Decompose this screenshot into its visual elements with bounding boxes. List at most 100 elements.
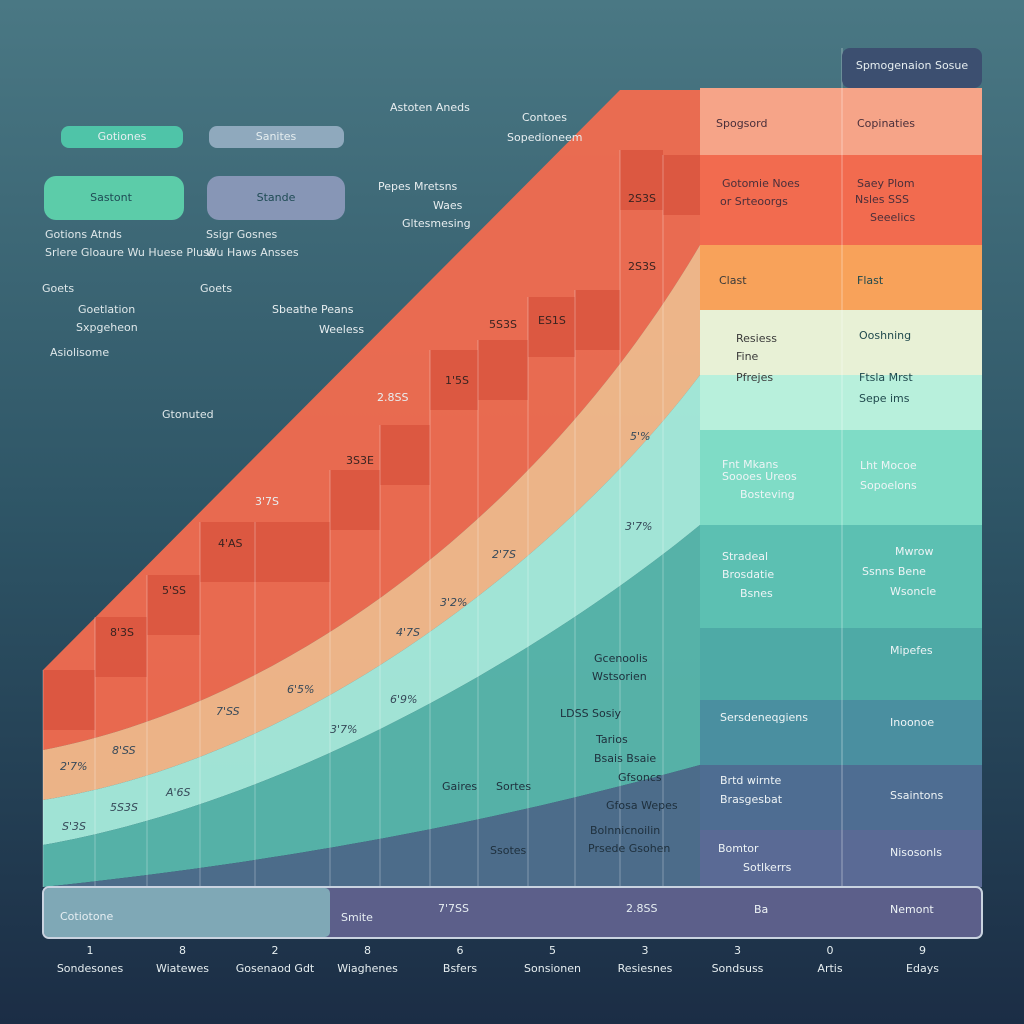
axis-label: Bsfers bbox=[443, 962, 477, 975]
axis-number: 2 bbox=[272, 944, 279, 957]
panel-row bbox=[700, 310, 982, 375]
band-label: 2'7S bbox=[492, 548, 516, 561]
panel-text: Bomtor bbox=[718, 842, 759, 855]
panel-text: Flast bbox=[857, 274, 884, 287]
band-label: 3'7% bbox=[330, 723, 357, 736]
pill[interactable] bbox=[61, 126, 183, 148]
pill-label: Sanites bbox=[256, 130, 297, 143]
note: Bolnnicnoilin bbox=[590, 824, 660, 837]
panel-text: Fnt Mkans bbox=[722, 458, 778, 471]
band bbox=[43, 245, 700, 800]
axis-number: 6 bbox=[457, 944, 464, 957]
band-label: 6'5% bbox=[287, 683, 314, 696]
note: Goetlation bbox=[78, 303, 135, 316]
axis-number: 8 bbox=[179, 944, 186, 957]
panel-text: Ooshning bbox=[859, 329, 911, 342]
annotation: Sopedioneem bbox=[507, 131, 582, 144]
axis-label: Edays bbox=[906, 962, 939, 975]
tag bbox=[842, 48, 982, 88]
note: Asiolisome bbox=[50, 346, 109, 359]
panel-row bbox=[700, 245, 982, 310]
panel-text: Ftsla Mrst bbox=[859, 371, 913, 384]
bottom-label: Smite bbox=[341, 911, 373, 924]
panel-row bbox=[700, 430, 982, 525]
step-label: 2S3S bbox=[628, 192, 656, 205]
annotation: Waes bbox=[433, 199, 463, 212]
bottom-label: Cotiotone bbox=[60, 910, 114, 923]
step-label: 8'3S bbox=[110, 626, 134, 639]
note: Srlere Gloaure Wu Huese Pluss bbox=[45, 246, 215, 259]
panel-text: Ssnns Bene bbox=[862, 565, 926, 578]
step bbox=[43, 670, 95, 730]
annotation: Sbeathe Peans bbox=[272, 303, 354, 316]
note: Prsede Gsohen bbox=[588, 842, 670, 855]
panel-row bbox=[700, 375, 982, 430]
band-label: 4'7S bbox=[396, 626, 420, 639]
panel-text: Clast bbox=[719, 274, 747, 287]
step bbox=[478, 340, 528, 400]
axis-number: 8 bbox=[364, 944, 371, 957]
bottom-label: 2.8SS bbox=[626, 902, 657, 915]
panel-text: Lht Mocoe bbox=[860, 459, 917, 472]
panel-text: Seeelics bbox=[870, 211, 915, 224]
axis-number: 3 bbox=[734, 944, 741, 957]
panel-text: Mwrow bbox=[895, 545, 934, 558]
panel-text: Soooes Ureos bbox=[722, 470, 797, 483]
note: Gfosa Wepes bbox=[606, 799, 678, 812]
annotation: Contoes bbox=[522, 111, 567, 124]
panel-text: Brasgesbat bbox=[720, 793, 783, 806]
axis-label: Sonsionen bbox=[524, 962, 581, 975]
button[interactable] bbox=[207, 176, 345, 220]
axis-label: Sondsuss bbox=[712, 962, 764, 975]
axis-number: 3 bbox=[642, 944, 649, 957]
pill[interactable] bbox=[209, 126, 344, 148]
band-label: 8'SS bbox=[112, 744, 136, 757]
panel-row bbox=[700, 830, 982, 887]
panel-row bbox=[700, 700, 982, 765]
annotation: Weeless bbox=[319, 323, 364, 336]
panel-text: Copinaties bbox=[857, 117, 915, 130]
band-label: 5'% bbox=[630, 430, 650, 443]
band-label: S'3S bbox=[62, 820, 86, 833]
panel-row bbox=[700, 88, 982, 155]
step-label: 5'SS bbox=[162, 584, 186, 597]
axis-label: Resiesnes bbox=[618, 962, 673, 975]
step bbox=[255, 522, 330, 582]
note: Bsais Bsaie bbox=[594, 752, 656, 765]
note: Tarios bbox=[595, 733, 628, 746]
band-label: A'6S bbox=[165, 786, 191, 799]
band-label: 2'7% bbox=[60, 760, 87, 773]
annotation: 2.8SS bbox=[377, 391, 408, 404]
button-label: Sastont bbox=[90, 191, 132, 204]
panel-text: Gotomie Noes bbox=[722, 177, 800, 190]
note: Gcenoolis bbox=[594, 652, 648, 665]
step bbox=[380, 425, 430, 485]
panel-text: Nemont bbox=[890, 903, 934, 916]
note: Wstsorien bbox=[592, 670, 647, 683]
panel-text: Resiess bbox=[736, 332, 777, 345]
panel-text: Sopoelons bbox=[860, 479, 917, 492]
band bbox=[43, 90, 700, 750]
axis-label: Wiatewes bbox=[156, 962, 209, 975]
panel-text: Saey Plom bbox=[857, 177, 915, 190]
panel-row bbox=[700, 155, 982, 245]
axis-number: 9 bbox=[919, 944, 926, 957]
axis-label: Artis bbox=[817, 962, 842, 975]
note: Gotions Atnds bbox=[45, 228, 122, 241]
band-label: 7'SS bbox=[216, 705, 240, 718]
panel-text: Ssaintons bbox=[890, 789, 943, 802]
button[interactable] bbox=[44, 176, 184, 220]
panel-text: Pfrejes bbox=[736, 371, 773, 384]
note: Gaires bbox=[442, 780, 477, 793]
panel-text: Brtd wirnte bbox=[720, 774, 782, 787]
panel-row bbox=[700, 525, 982, 628]
axis-label: Gosenaod Gdt bbox=[236, 962, 315, 975]
annotation: Pepes Mretsns bbox=[378, 180, 458, 193]
panel-text: Fine bbox=[736, 350, 759, 363]
axis-label: Wiaghenes bbox=[337, 962, 398, 975]
panel-row bbox=[700, 628, 982, 700]
panel-row bbox=[700, 765, 982, 830]
step-label: ES1S bbox=[538, 314, 566, 327]
note: Goets bbox=[200, 282, 232, 295]
band-label: 6'9% bbox=[390, 693, 417, 706]
